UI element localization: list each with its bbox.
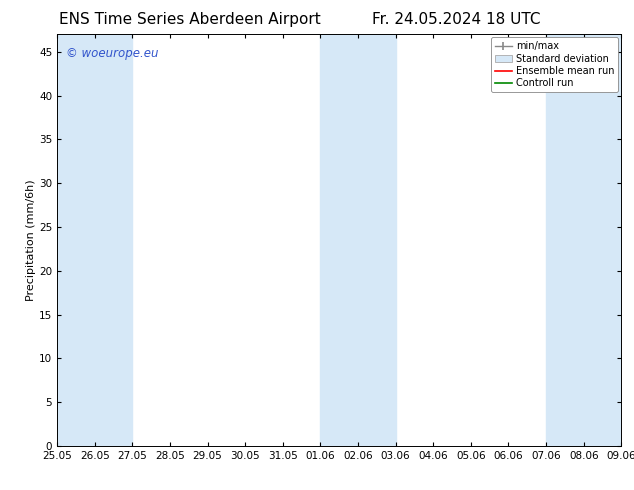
Text: Fr. 24.05.2024 18 UTC: Fr. 24.05.2024 18 UTC — [372, 12, 541, 27]
Text: ENS Time Series Aberdeen Airport: ENS Time Series Aberdeen Airport — [60, 12, 321, 27]
Legend: min/max, Standard deviation, Ensemble mean run, Controll run: min/max, Standard deviation, Ensemble me… — [491, 37, 618, 92]
Text: © woeurope.eu: © woeurope.eu — [65, 47, 158, 60]
Bar — [57, 34, 133, 446]
Y-axis label: Precipitation (mm/6h): Precipitation (mm/6h) — [26, 179, 36, 301]
Bar — [320, 34, 396, 446]
Bar — [546, 34, 621, 446]
